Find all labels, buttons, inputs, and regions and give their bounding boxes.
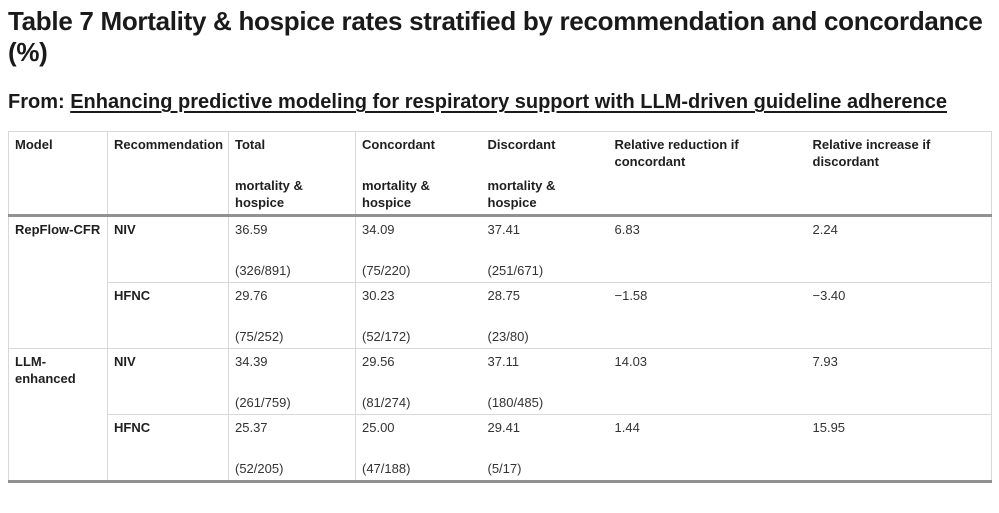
rate-fraction: (180/485) bbox=[487, 394, 544, 410]
col-header-discordant: Discordant mortality & hospice bbox=[481, 131, 609, 217]
col-header-label: Discordant bbox=[487, 136, 556, 152]
total-cell: 25.37 (52/205) bbox=[228, 413, 356, 482]
relative-reduction-cell: 1.44 bbox=[608, 413, 807, 482]
col-header-concordant: Concordant mortality & hospice bbox=[355, 131, 482, 217]
relative-reduction-cell: 6.83 bbox=[608, 214, 807, 283]
rate-value: 34.09 bbox=[362, 221, 395, 237]
col-header-label: Relative reduction if concordant bbox=[614, 136, 739, 169]
total-cell: 29.76 (75/252) bbox=[228, 281, 356, 349]
table-row: LLM-enhanced NIV 34.39 (261/759) 29.56 (81… bbox=[8, 347, 992, 482]
rate-value: 36.59 bbox=[235, 221, 268, 237]
col-header-label: Concordant bbox=[362, 136, 435, 152]
discordant-cell: 37.41 (251/671) bbox=[481, 214, 609, 283]
rate-value: 28.75 bbox=[487, 287, 521, 303]
rate-value: 25.37 bbox=[235, 419, 268, 435]
total-cell: 34.39 (261/759) bbox=[228, 347, 356, 415]
rate-fraction: (75/252) bbox=[235, 328, 284, 344]
col-header-sublabel: mortality & hospice bbox=[235, 177, 303, 210]
relative-increase-cell: 15.95 bbox=[806, 413, 992, 482]
model-cell: LLM-enhanced bbox=[8, 347, 108, 482]
concordant-cell: 29.56 (81/274) bbox=[355, 347, 482, 415]
relative-reduction-cell: −1.58 bbox=[608, 281, 807, 349]
recommendation-cell: NIV bbox=[107, 214, 229, 283]
col-header-label: Recommendation bbox=[114, 136, 224, 152]
rate-fraction: (261/759) bbox=[235, 394, 291, 410]
col-header-total: Total mortality & hospice bbox=[228, 131, 356, 217]
relative-increase-cell: −3.40 bbox=[806, 281, 992, 349]
col-header-relative-reduction: Relative reduction if concordant bbox=[608, 131, 807, 217]
rate-fraction: (23/80) bbox=[487, 328, 529, 344]
recommendation-cell: NIV bbox=[107, 347, 229, 415]
col-header-recommendation: Recommendation bbox=[107, 131, 229, 217]
rate-fraction: (5/17) bbox=[487, 460, 522, 476]
rate-value: 29.76 bbox=[235, 287, 268, 303]
source-article-link[interactable]: Enhancing predictive modeling for respir… bbox=[70, 91, 948, 114]
table-row: HFNC 29.76 (75/252) 30.23 (52/172) 28.75 (2… bbox=[9, 281, 992, 349]
relative-reduction-cell: 14.03 bbox=[608, 347, 807, 415]
rate-fraction: (326/891) bbox=[235, 262, 291, 278]
col-header-sublabel: mortality & hospice bbox=[362, 177, 430, 210]
col-header-label: Relative increase if discordant bbox=[812, 136, 931, 169]
col-header-relative-increase: Relative increase if discordant bbox=[806, 131, 992, 217]
rate-fraction: (52/205) bbox=[235, 460, 284, 476]
relative-increase-cell: 7.93 bbox=[806, 347, 992, 415]
col-header-model: Model bbox=[8, 131, 108, 217]
table-header-row: Model Recommendation Total mortality & ho… bbox=[8, 131, 992, 217]
from-label: From: bbox=[8, 91, 71, 114]
rate-value: 37.41 bbox=[487, 221, 521, 237]
rate-value: 25.00 bbox=[362, 419, 395, 435]
rate-fraction: (75/220) bbox=[362, 262, 411, 278]
article-table-page: { "header": { "title": "Table 7 Mortalit… bbox=[8, 6, 992, 483]
relative-increase-cell: 2.24 bbox=[806, 214, 992, 283]
source-line: From: Enhancing predictive modeling for … bbox=[8, 89, 991, 115]
page-title: Table 7 Mortality & hospice rates strati… bbox=[8, 6, 983, 67]
rate-value: 29.56 bbox=[362, 353, 395, 369]
rate-fraction: (47/188) bbox=[362, 460, 411, 476]
table-row: HFNC 25.37 (52/205) 25.00 (47/188) 29.41 (5… bbox=[9, 413, 992, 482]
rate-fraction: (251/671) bbox=[487, 262, 544, 278]
discordant-cell: 29.41 (5/17) bbox=[481, 413, 609, 482]
recommendation-cell: HFNC bbox=[107, 413, 229, 482]
col-header-sublabel: mortality & hospice bbox=[487, 177, 556, 210]
concordant-cell: 30.23 (52/172) bbox=[355, 281, 482, 349]
results-table: Model Recommendation Total mortality & ho… bbox=[8, 130, 992, 483]
concordant-cell: 25.00 (47/188) bbox=[355, 413, 482, 482]
model-cell: RepFlow-CFR bbox=[8, 214, 108, 349]
col-header-label: Total bbox=[235, 136, 266, 152]
rate-fraction: (52/172) bbox=[362, 328, 411, 344]
rate-value: 29.41 bbox=[487, 419, 521, 435]
table-row: RepFlow-CFR NIV 36.59 (326/891) 34.09 (75/… bbox=[8, 214, 992, 349]
discordant-cell: 28.75 (23/80) bbox=[481, 281, 609, 349]
recommendation-cell: HFNC bbox=[107, 281, 229, 349]
rate-fraction: (81/274) bbox=[362, 394, 411, 410]
rate-value: 37.11 bbox=[487, 353, 520, 369]
rate-value: 34.39 bbox=[235, 353, 268, 369]
total-cell: 36.59 (326/891) bbox=[228, 214, 356, 283]
col-header-label: Model bbox=[15, 136, 53, 152]
rate-value: 30.23 bbox=[362, 287, 395, 303]
discordant-cell: 37.11 (180/485) bbox=[481, 347, 609, 415]
concordant-cell: 34.09 (75/220) bbox=[355, 214, 482, 283]
